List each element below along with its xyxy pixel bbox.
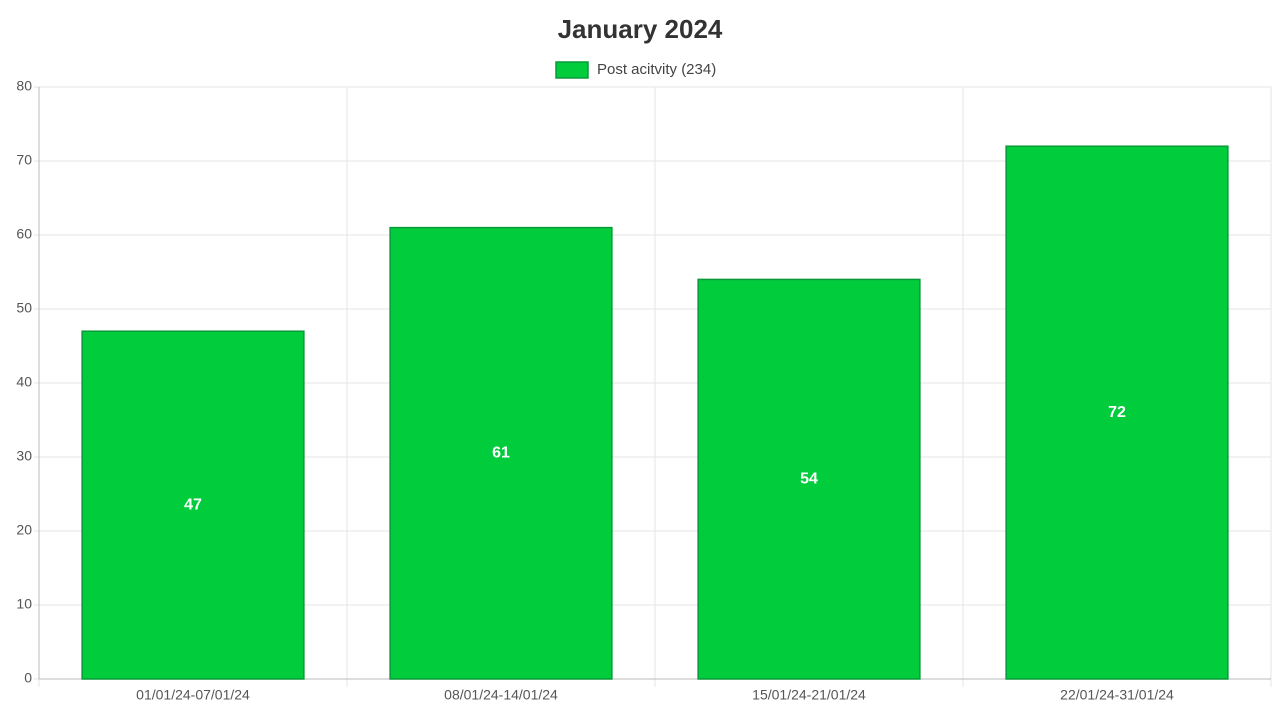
bar [81, 330, 305, 680]
y-tick-label: 40 [16, 374, 32, 390]
legend-label: Post acitvity (234) [597, 61, 716, 78]
y-tick-label: 70 [16, 152, 32, 168]
y-tick-label: 30 [16, 448, 32, 464]
x-tick-label: 01/01/24-07/01/24 [136, 687, 250, 703]
bar [1005, 145, 1229, 680]
y-tick-label: 0 [24, 670, 32, 686]
y-tick-label: 20 [16, 522, 32, 538]
data-label: 61 [492, 445, 510, 462]
legend-swatch [555, 61, 589, 79]
y-tick-label: 10 [16, 596, 32, 612]
y-tick-label: 50 [16, 300, 32, 316]
bar [389, 226, 613, 680]
chart-title: January 2024 [558, 14, 723, 44]
x-tick-label: 08/01/24-14/01/24 [444, 687, 558, 703]
x-tick-label: 22/01/24-31/01/24 [1060, 687, 1174, 703]
data-label: 54 [800, 470, 818, 487]
data-label: 47 [184, 496, 202, 513]
data-label: 72 [1108, 404, 1126, 421]
x-tick-label: 15/01/24-21/01/24 [752, 687, 866, 703]
y-tick-label: 80 [16, 78, 32, 94]
y-tick-label: 60 [16, 226, 32, 242]
bar [697, 278, 921, 680]
